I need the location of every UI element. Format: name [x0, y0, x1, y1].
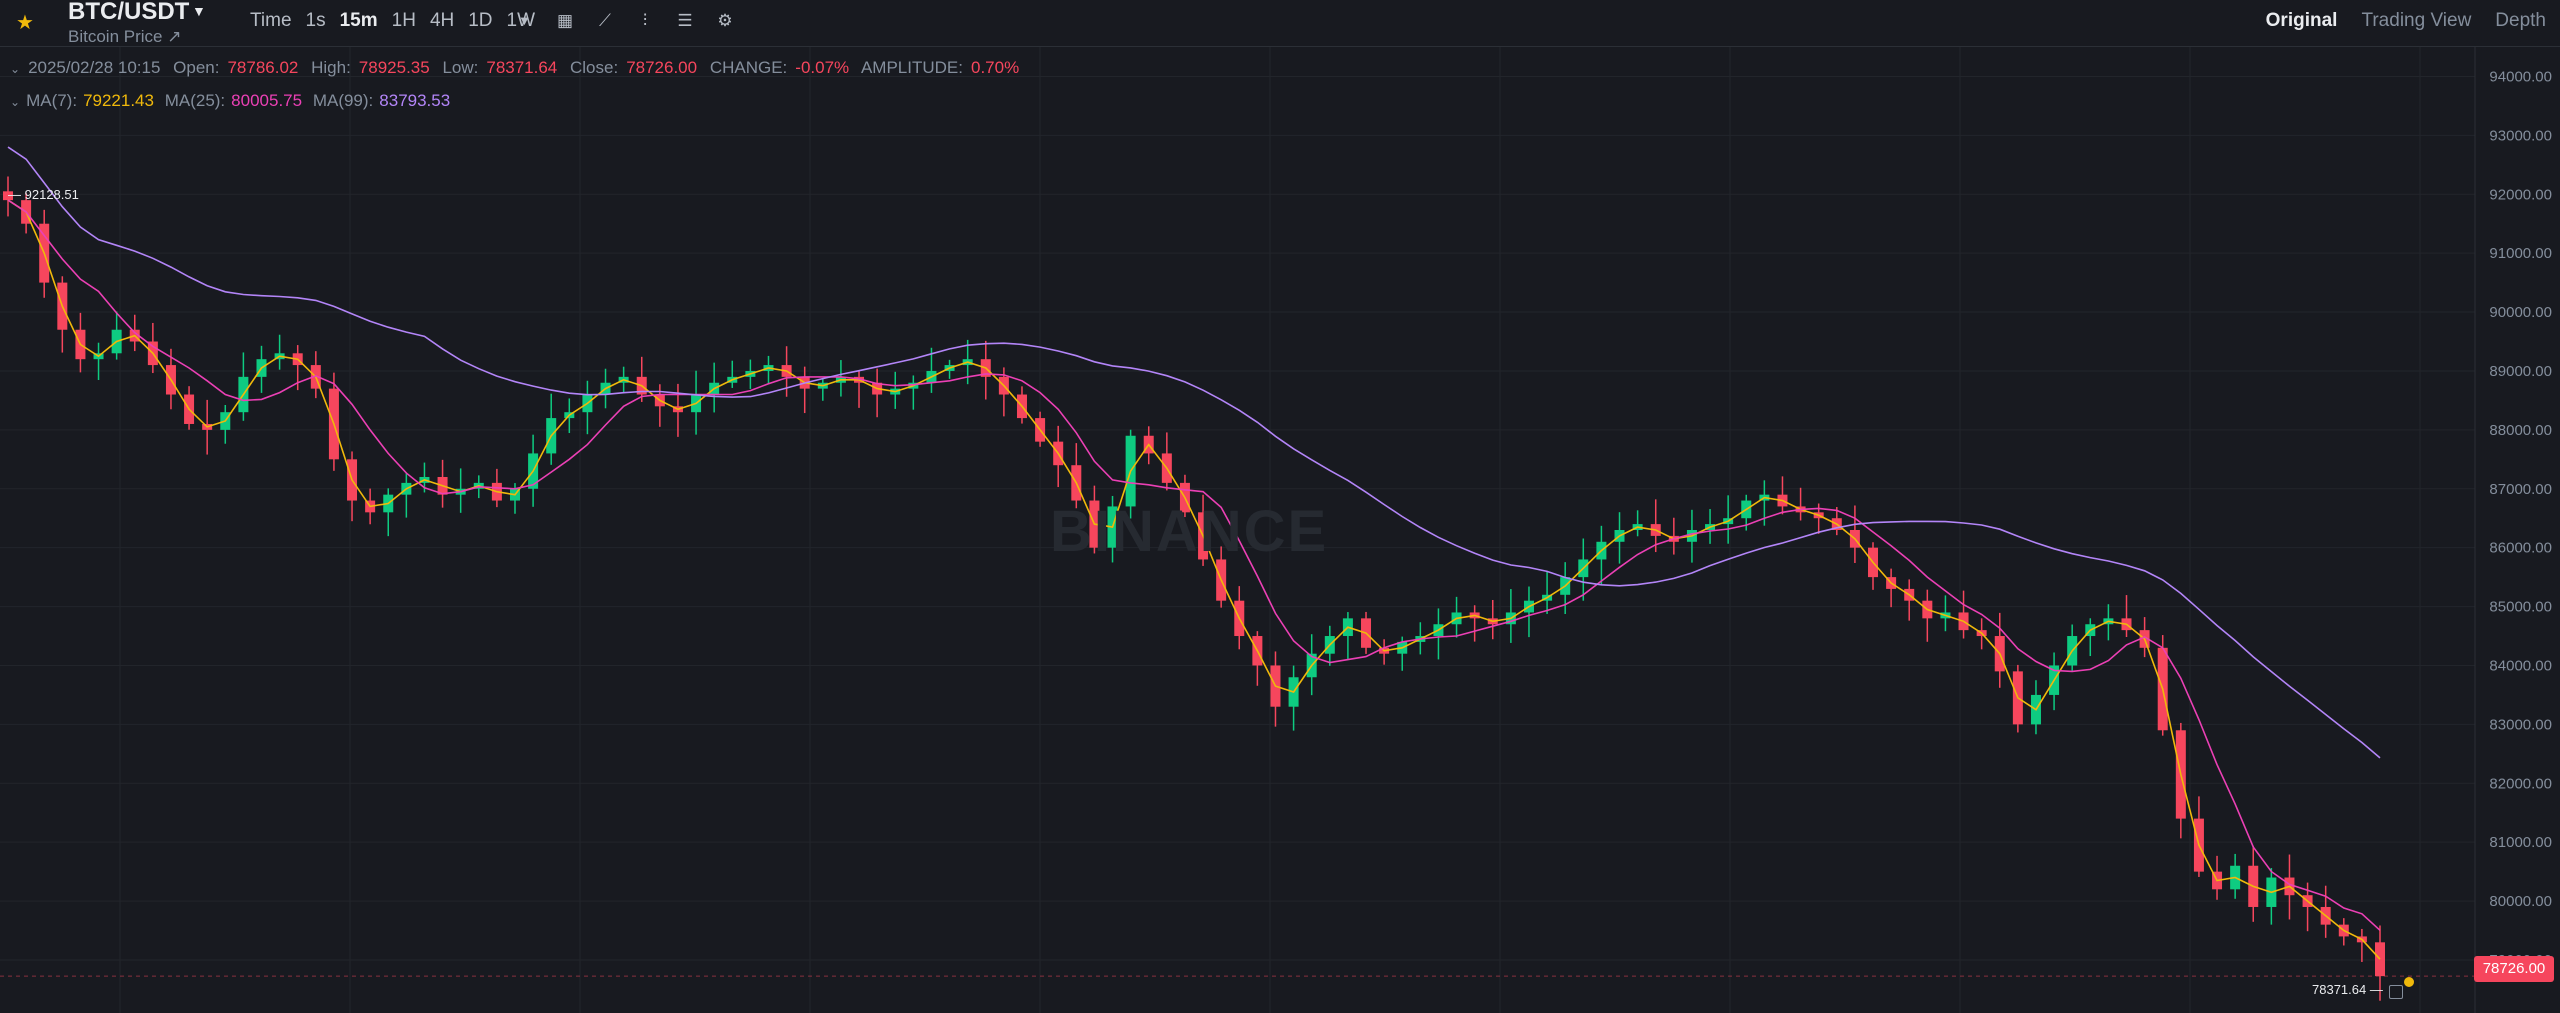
price-axis-tick: 81000.00 — [2489, 834, 2552, 851]
price-axis-tick: 94000.00 — [2489, 68, 2552, 85]
low-label: Low: — [442, 58, 479, 77]
ma7-line — [7, 199, 2381, 960]
interval-15m[interactable]: 15m — [339, 10, 378, 31]
price-axis-tick: 87000.00 — [2489, 481, 2552, 498]
price-axis-tick: 85000.00 — [2489, 599, 2552, 616]
watermark-logo: BINANCE — [1050, 499, 1329, 564]
price-axis-tick: 89000.00 — [2489, 363, 2552, 380]
close-label: Close: — [570, 58, 619, 77]
candlestick-chart[interactable]: 94000.00 93000.00 92000.00 91000.00 90000.00… — [0, 47, 2560, 1013]
current-price-badge: 78726.00 — [2474, 956, 2554, 982]
indicator-icon[interactable]: ⟋ — [599, 11, 611, 30]
high-marker-label: — 92128.51 — [8, 187, 79, 202]
ma7-value: 79221.43 — [83, 91, 154, 110]
chart-tools: ▦ ⟋ ⫶ ☰ ⚙ — [554, 10, 754, 32]
moving-average-row: ⌄ MA(7): 79221.43 MA(25): 80005.75 MA(99): 8… — [10, 91, 456, 111]
price-axis-tick: 86000.00 — [2489, 540, 2552, 557]
view-original[interactable]: Original — [2265, 10, 2338, 31]
price-axis-tick: 90000.00 — [2489, 304, 2552, 321]
collapse-ma-icon[interactable]: ⌄ — [10, 95, 21, 109]
ma7-label: MA(7): — [26, 91, 78, 110]
change-label: CHANGE: — [709, 58, 788, 77]
open-label: Open: — [173, 58, 220, 77]
price-axis-tick: 84000.00 — [2489, 657, 2552, 674]
ma99-value: 83793.53 — [379, 91, 451, 110]
candle-body — [3, 191, 13, 201]
ma25-line — [7, 199, 2381, 931]
more-intervals-icon[interactable]: ▼ — [518, 13, 531, 28]
price-axis-tick: 92000.00 — [2489, 186, 2552, 203]
change-value: -0.07% — [795, 58, 850, 77]
symbol-subtitle-link[interactable]: Bitcoin Price ↗ — [68, 27, 182, 46]
low-marker-label: 78371.64 — — [2312, 982, 2383, 997]
interval-1d[interactable]: 1D — [468, 10, 493, 31]
view-trading-view[interactable]: Trading View — [2361, 10, 2472, 31]
interval-1s[interactable]: 1s — [305, 10, 326, 31]
live-price-dot — [2404, 977, 2414, 987]
open-value: 78786.02 — [227, 58, 299, 77]
low-value: 78371.64 — [486, 58, 558, 77]
high-marker-value: 92128.51 — [24, 187, 79, 202]
ma99-label: MA(99): — [312, 91, 374, 110]
ma99-line — [7, 146, 2381, 759]
alert-icon[interactable] — [2389, 985, 2403, 999]
high-value: 78925.35 — [358, 58, 430, 77]
view-depth[interactable]: Depth — [2495, 10, 2546, 31]
high-label: High: — [311, 58, 351, 77]
price-axis-tick: 91000.00 — [2489, 245, 2552, 262]
calendar-icon[interactable]: ▦ — [556, 11, 574, 30]
price-axis-tick: 83000.00 — [2489, 716, 2552, 733]
candle-body — [2375, 942, 2385, 977]
interval-time[interactable]: Time — [250, 10, 292, 31]
settings-gear-icon[interactable]: ⚙ — [717, 11, 733, 30]
chart-type-icon[interactable]: ⫶ — [642, 11, 648, 30]
favorite-star-icon[interactable]: ★ — [16, 12, 34, 34]
layout-icon[interactable]: ☰ — [677, 11, 693, 30]
price-axis-tick: 80000.00 — [2489, 893, 2552, 910]
low-marker-value: 78371.64 — [2312, 982, 2367, 997]
price-axis-tick: 88000.00 — [2489, 422, 2552, 439]
symbol-dropdown-icon[interactable]: ▼ — [192, 3, 206, 19]
interval-1h[interactable]: 1H — [391, 10, 416, 31]
interval-4h[interactable]: 4H — [429, 10, 455, 31]
symbol-title[interactable]: BTC/USDT — [68, 0, 190, 25]
price-axis-tick: 82000.00 — [2489, 775, 2552, 792]
candle-datetime: 2025/02/28 10:15 — [28, 58, 161, 77]
amplitude-label: AMPLITUDE: — [860, 58, 963, 77]
interval-selector: Time 1s 15m 1H 4H 1D 1W — [250, 10, 549, 32]
amplitude-value: 0.70% — [971, 58, 1020, 77]
view-switcher: Original Trading View Depth — [2242, 10, 2546, 32]
ma25-label: MA(25): — [164, 91, 226, 110]
ohlc-info-row: ⌄ 2025/02/28 10:15 Open: 78786.02 High: 789… — [10, 58, 1027, 78]
top-toolbar: ★ BTC/USDT ▼ Bitcoin Price ↗ Time 1s 15m… — [0, 0, 2560, 47]
collapse-ohlc-icon[interactable]: ⌄ — [10, 62, 21, 76]
price-axis-tick: 93000.00 — [2489, 127, 2552, 144]
close-value: 78726.00 — [626, 58, 698, 77]
ma25-value: 80005.75 — [231, 91, 303, 110]
interval-1w[interactable]: 1W — [506, 10, 536, 31]
